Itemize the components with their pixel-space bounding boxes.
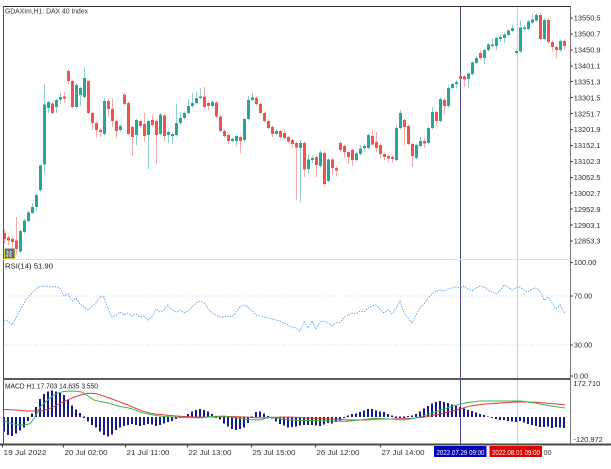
svg-text:13550.5: 13550.5 [574,14,601,23]
svg-text:70.00: 70.00 [574,292,593,301]
svg-text:2022.08.01 09:00: 2022.08.01 09:00 [492,448,540,457]
svg-text:12903.1: 12903.1 [574,221,601,230]
svg-text:25 Jul 15:00: 25 Jul 15:00 [253,448,296,457]
svg-text:13351.3: 13351.3 [574,77,601,86]
svg-text:00: 00 [544,448,552,457]
svg-text:13301.5: 13301.5 [574,93,601,102]
svg-text:-120.972: -120.972 [574,435,603,444]
svg-text:2022.07.29 09:00: 2022.07.29 09:00 [437,448,485,457]
svg-text:27 Jul 14:00: 27 Jul 14:00 [382,448,425,457]
svg-text:MACD H1 17.703 14.635 3.550: MACD H1 17.703 14.635 3.550 [5,382,98,391]
svg-text:12952.9: 12952.9 [574,205,601,214]
svg-text:13201.9: 13201.9 [574,125,601,134]
svg-text:21 Jul 11:00: 21 Jul 11:00 [127,448,170,457]
svg-text:13052.5: 13052.5 [574,173,601,182]
svg-text:13251.7: 13251.7 [574,109,601,118]
svg-text:GDAXIm,H1: DAX 40 Index: GDAXIm,H1: DAX 40 Index [5,7,88,16]
svg-text:13152.1: 13152.1 [574,141,601,150]
svg-text:13401.1: 13401.1 [574,62,601,71]
svg-text:RSI(14) 51.90: RSI(14) 51.90 [5,262,53,271]
svg-text:172.710: 172.710 [574,379,601,388]
svg-text:13450.9: 13450.9 [574,46,601,55]
svg-text:30.00: 30.00 [574,341,593,350]
svg-text:26 Jul 12:00: 26 Jul 12:00 [317,448,360,457]
svg-text:19 Jul 2022: 19 Jul 2022 [4,448,47,457]
svg-text:13500.7: 13500.7 [574,30,601,39]
svg-text:12853.3: 12853.3 [574,237,601,246]
svg-text:22 Jul 13:00: 22 Jul 13:00 [189,448,232,457]
svg-text:0.00: 0.00 [574,372,588,381]
svg-text:100.00: 100.00 [574,258,597,267]
svg-text:20 Jul 02:00: 20 Jul 02:00 [65,448,108,457]
svg-text:13102.3: 13102.3 [574,157,601,166]
svg-text:13002.7: 13002.7 [574,189,601,198]
